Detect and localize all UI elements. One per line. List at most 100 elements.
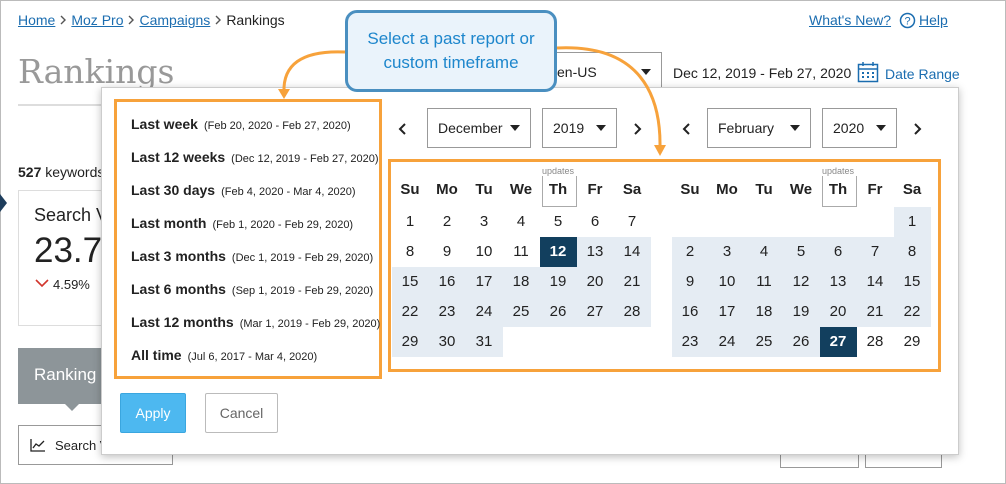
day[interactable]: 14 (613, 237, 651, 267)
day[interactable]: 6 (819, 237, 857, 267)
day[interactable]: 25 (502, 297, 540, 327)
day[interactable]: 12 (539, 237, 577, 267)
next-month[interactable] (912, 122, 924, 136)
day[interactable]: 4 (745, 237, 783, 267)
day[interactable]: 8 (405, 243, 415, 260)
month-select[interactable]: February (707, 108, 811, 148)
weekday: Su (400, 181, 420, 198)
day[interactable]: 29 (903, 333, 921, 350)
day[interactable]: 26 (539, 297, 577, 327)
day[interactable]: 16 (428, 267, 466, 297)
preset-range: (Feb 20, 2020 - Feb 27, 2020) (203, 120, 351, 132)
day[interactable]: 17 (708, 297, 746, 327)
day[interactable]: 16 (671, 297, 709, 327)
day[interactable]: 3 (479, 213, 489, 230)
day[interactable]: 5 (553, 213, 563, 230)
day[interactable]: 2 (442, 213, 452, 230)
day[interactable]: 18 (502, 267, 540, 297)
day[interactable]: 2 (671, 237, 709, 267)
day[interactable]: 6 (590, 213, 600, 230)
caret (510, 125, 520, 131)
day[interactable]: 19 (539, 267, 577, 297)
presets-highlight (114, 99, 382, 379)
caret (641, 69, 651, 75)
day[interactable]: 26 (782, 327, 820, 357)
day[interactable]: 1 (405, 213, 415, 230)
day[interactable]: 23 (671, 327, 709, 357)
day[interactable]: 13 (819, 267, 857, 297)
prev-month[interactable] (396, 122, 408, 136)
day[interactable]: 11 (513, 243, 529, 260)
updates-box (541, 176, 577, 207)
day[interactable]: 22 (893, 297, 931, 327)
preset-option[interactable]: Last 12 weeks (Dec 12, 2019 - Feb 27, 202… (131, 149, 379, 165)
search-button[interactable]: Search V (18, 425, 173, 465)
preset-range: (Feb 1, 2020 - Feb 29, 2020) (212, 219, 354, 231)
day[interactable]: 4 (516, 213, 526, 230)
weekday: Sa (902, 181, 922, 198)
next-month[interactable] (632, 122, 644, 136)
prev-month[interactable] (680, 122, 692, 136)
day[interactable]: 7 (856, 237, 894, 267)
updates-box (821, 176, 857, 207)
day[interactable]: 21 (613, 267, 651, 297)
day[interactable]: 29 (391, 327, 429, 357)
day[interactable]: 28 (613, 297, 651, 327)
crumb-link[interactable]: Home (18, 12, 56, 28)
apply-button[interactable]: Apply (120, 393, 186, 433)
day[interactable]: 18 (745, 297, 783, 327)
day[interactable]: 14 (856, 267, 894, 297)
day[interactable]: 10 (708, 267, 746, 297)
page-title: Rankings (18, 52, 175, 91)
chevron (128, 15, 135, 25)
day[interactable]: 11 (745, 267, 783, 297)
date-range-button[interactable]: Date Range (885, 66, 960, 82)
keyword-count: 527 keywords (18, 164, 104, 180)
preset-option[interactable]: Last 30 days (Feb 4, 2020 - Mar 4, 2020) (131, 182, 356, 198)
day[interactable]: 9 (671, 267, 709, 297)
year-select[interactable]: 2020 (822, 108, 897, 148)
day[interactable]: 31 (465, 327, 503, 357)
preset-option[interactable]: Last month (Feb 1, 2020 - Feb 29, 2020) (131, 215, 353, 231)
preset-option[interactable]: Last week (Feb 20, 2020 - Feb 27, 2020) (131, 116, 351, 132)
year-select[interactable]: 2019 (542, 108, 617, 148)
preset-option[interactable]: Last 12 months (Mar 1, 2019 - Feb 29, 202… (131, 314, 380, 330)
day[interactable]: 7 (627, 213, 637, 230)
crumb-link[interactable]: Campaigns (139, 12, 211, 28)
preset-option[interactable]: Last 6 months (Sep 1, 2019 - Feb 29, 2020… (131, 281, 373, 297)
day[interactable]: 23 (428, 297, 466, 327)
day[interactable]: 22 (391, 297, 429, 327)
day[interactable]: 10 (475, 243, 493, 260)
preset-label: Last 12 months (131, 314, 234, 330)
day[interactable]: 8 (893, 237, 931, 267)
day[interactable]: 9 (442, 243, 452, 260)
day[interactable]: 21 (856, 297, 894, 327)
cancel-button[interactable]: Cancel (205, 393, 278, 433)
search-button-label: Search V (55, 438, 109, 453)
day[interactable]: 20 (819, 297, 857, 327)
whats-new-link[interactable]: What's New? (809, 12, 892, 28)
day[interactable]: 27 (576, 297, 614, 327)
day[interactable]: 24 (708, 327, 746, 357)
day[interactable]: 5 (782, 237, 820, 267)
day[interactable]: 15 (893, 267, 931, 297)
day[interactable]: 17 (465, 267, 503, 297)
help-link[interactable]: Help (919, 12, 948, 28)
day[interactable]: 19 (782, 297, 820, 327)
preset-range: (Mar 1, 2019 - Feb 29, 2020) (239, 318, 381, 330)
day[interactable]: 12 (782, 267, 820, 297)
crumb-link[interactable]: Moz Pro (71, 12, 124, 28)
preset-option[interactable]: Last 3 months (Dec 1, 2019 - Feb 29, 2020… (131, 248, 373, 264)
day[interactable]: 27 (819, 327, 857, 357)
day[interactable]: 20 (576, 267, 614, 297)
day[interactable]: 25 (745, 327, 783, 357)
month-select[interactable]: December (427, 108, 531, 148)
day[interactable]: 24 (465, 297, 503, 327)
day[interactable]: 28 (866, 333, 884, 350)
day[interactable]: 15 (391, 267, 429, 297)
preset-option[interactable]: All time (Jul 6, 2017 - Mar 4, 2020) (131, 347, 317, 363)
day[interactable]: 3 (708, 237, 746, 267)
day[interactable]: 13 (576, 237, 614, 267)
day[interactable]: 1 (893, 207, 931, 237)
day[interactable]: 30 (428, 327, 466, 357)
